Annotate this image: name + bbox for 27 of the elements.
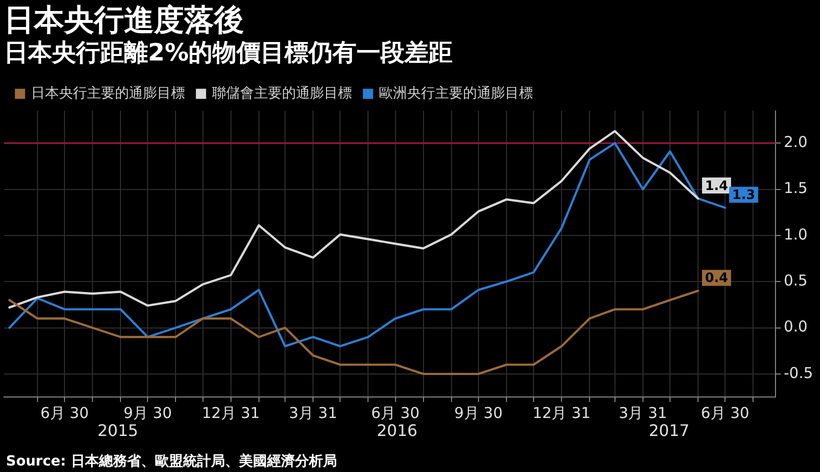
x-tick-label: 9月 30 [123, 404, 172, 422]
text: 2015 [98, 421, 138, 440]
text: 2017 [648, 421, 690, 440]
y-tick-label: 1.5 [784, 179, 808, 198]
x-tick-label: 6月 30 [371, 404, 420, 422]
y-tick-label: 2.0 [784, 133, 808, 152]
x-tick-label: 9月 30 [454, 404, 503, 422]
data-label: 1.3 [732, 188, 756, 204]
x-tick-label: 12月 31 [202, 404, 260, 422]
x-tick-label: 3月 31 [618, 404, 668, 422]
legend-label: 聯儲會主要的通膨目標 [212, 85, 352, 102]
chart-title: 日本央行進度落後 [4, 2, 244, 38]
x-tick-label: 3月 31 [288, 404, 338, 422]
y-tick-label: 0.0 [784, 318, 808, 336]
legend-label: 歐洲央行主要的通膨目標 [379, 85, 533, 102]
legend-label: 日本央行主要的通膨目標 [31, 85, 185, 102]
y-tick-label: 1.0 [784, 225, 808, 244]
y-tick-label: -0.5 [784, 364, 814, 382]
source-note: Source: 日本總務省、歐盟統計局、美國經濟分析局 [6, 452, 337, 470]
x-tick-label: 6月 30 [700, 404, 750, 422]
data-label: 1.4 [705, 178, 728, 194]
x-tick-label: 6月 30 [40, 404, 89, 422]
x-tick-label: 12月 31 [532, 404, 591, 422]
y-tick-label: 0.5 [784, 271, 808, 290]
data-label: 0.4 [705, 271, 728, 286]
chart-subtitle: 日本央行距離2%的物價目標仍有一段差距 [4, 38, 453, 67]
text: 2016 [376, 421, 418, 440]
